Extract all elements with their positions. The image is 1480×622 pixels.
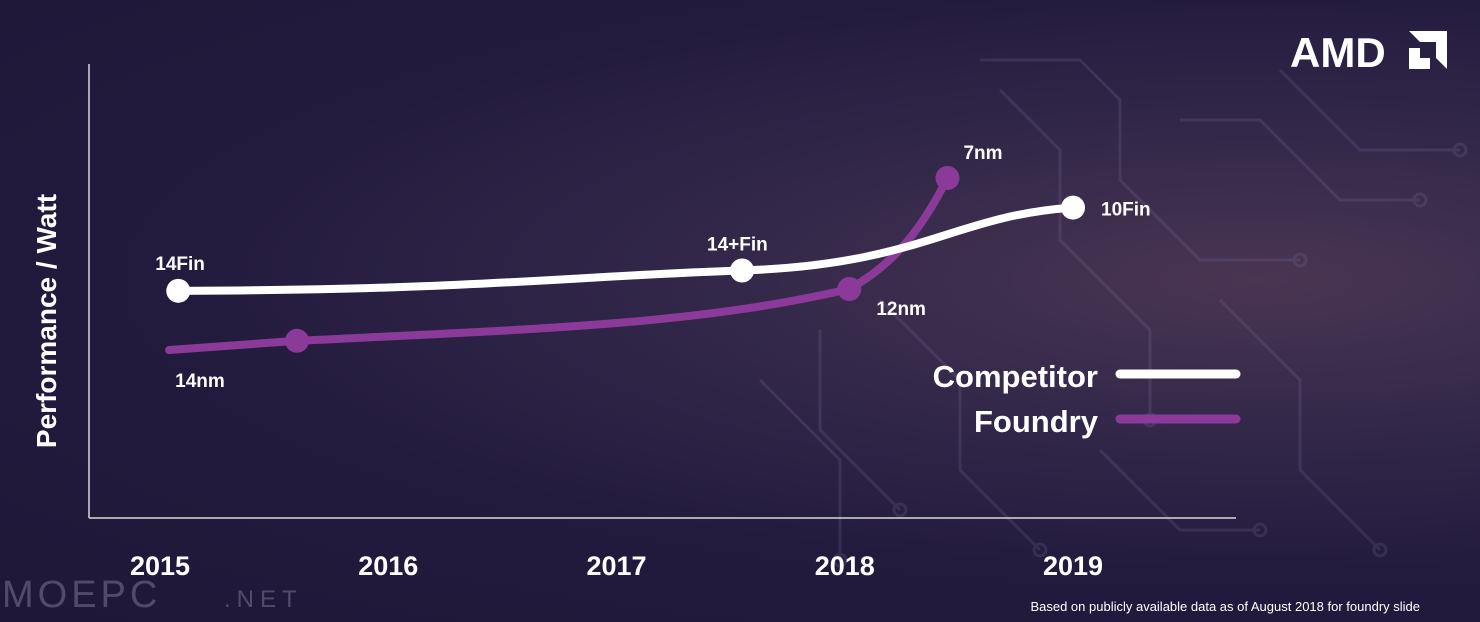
series-line-competitor [174, 203, 1077, 295]
x-tick-label-2017: 2017 [586, 551, 646, 581]
foundry-point-2 [935, 166, 960, 190]
legend-label-foundry: Foundry [974, 404, 1099, 439]
x-tick-label-2018: 2018 [815, 551, 875, 581]
foundry-label-1: 12nm [876, 299, 926, 320]
competitor-point-2 [1061, 195, 1085, 220]
foundry-label-2: 7nm [963, 143, 1002, 164]
competitor-label-2: 10Fin [1101, 200, 1151, 221]
x-tick-labels: 2015 2016 2017 2018 2019 [130, 551, 1103, 581]
x-tick-label-2016: 2016 [358, 551, 418, 581]
legend: Competitor Foundry [933, 359, 1241, 439]
x-tick-label-2015: 2015 [130, 551, 190, 581]
foundry-label-0: 14nm [175, 371, 225, 392]
amd-logo: AMD [1290, 29, 1447, 76]
footnote: Based on publicly available data as of A… [1030, 599, 1420, 614]
amd-logo-text: AMD [1290, 29, 1386, 76]
background-circuit-pattern [758, 58, 1468, 568]
foundry-point-1 [837, 277, 862, 301]
amd-arrow-icon [1409, 31, 1447, 69]
x-tick-label-2019: 2019 [1043, 551, 1103, 581]
series-line-foundry [165, 174, 952, 355]
competitor-label-1: 14+Fin [707, 235, 768, 256]
watermark: MOEPC .NET [2, 574, 303, 616]
competitor-point-0 [166, 278, 191, 303]
legend-label-competitor: Competitor [933, 359, 1098, 394]
foundry-point-0 [284, 328, 309, 353]
series-layer: 14Fin 14+Fin 10Fin 14nm 12nm 7nm [155, 143, 1150, 392]
competitor-label-0: 14Fin [155, 254, 205, 275]
watermark-main: MOEPC [2, 574, 161, 616]
y-axis-label: Performance / Watt [31, 194, 62, 448]
watermark-suffix: .NET [224, 586, 303, 613]
competitor-point-1 [730, 258, 755, 283]
